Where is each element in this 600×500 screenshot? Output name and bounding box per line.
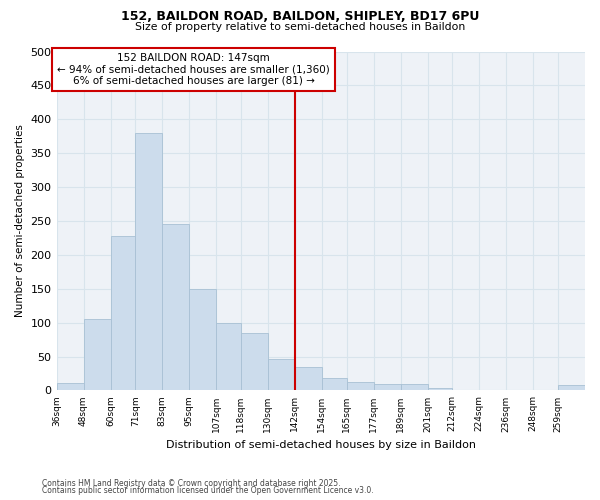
Text: Contains HM Land Registry data © Crown copyright and database right 2025.: Contains HM Land Registry data © Crown c…	[42, 478, 341, 488]
Bar	[401, 384, 428, 390]
Bar	[189, 290, 216, 390]
Bar	[56, 383, 83, 390]
Text: Contains public sector information licensed under the Open Government Licence v3: Contains public sector information licen…	[42, 486, 374, 495]
Bar	[162, 224, 189, 390]
Bar	[428, 388, 452, 390]
Bar	[322, 378, 347, 390]
Bar	[268, 359, 295, 390]
Bar	[374, 384, 401, 390]
Bar	[558, 385, 585, 390]
Text: 152, BAILDON ROAD, BAILDON, SHIPLEY, BD17 6PU: 152, BAILDON ROAD, BAILDON, SHIPLEY, BD1…	[121, 10, 479, 23]
Text: 152 BAILDON ROAD: 147sqm
← 94% of semi-detached houses are smaller (1,360)
6% of: 152 BAILDON ROAD: 147sqm ← 94% of semi-d…	[58, 53, 330, 86]
Text: Size of property relative to semi-detached houses in Baildon: Size of property relative to semi-detach…	[135, 22, 465, 32]
Bar	[83, 320, 110, 390]
Y-axis label: Number of semi-detached properties: Number of semi-detached properties	[15, 124, 25, 318]
Bar	[295, 368, 322, 390]
Bar	[347, 382, 374, 390]
Bar	[216, 322, 241, 390]
X-axis label: Distribution of semi-detached houses by size in Baildon: Distribution of semi-detached houses by …	[166, 440, 476, 450]
Bar	[110, 236, 135, 390]
Bar	[241, 334, 268, 390]
Bar	[135, 133, 162, 390]
